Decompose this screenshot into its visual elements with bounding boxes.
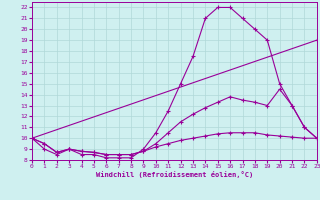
X-axis label: Windchill (Refroidissement éolien,°C): Windchill (Refroidissement éolien,°C)	[96, 171, 253, 178]
